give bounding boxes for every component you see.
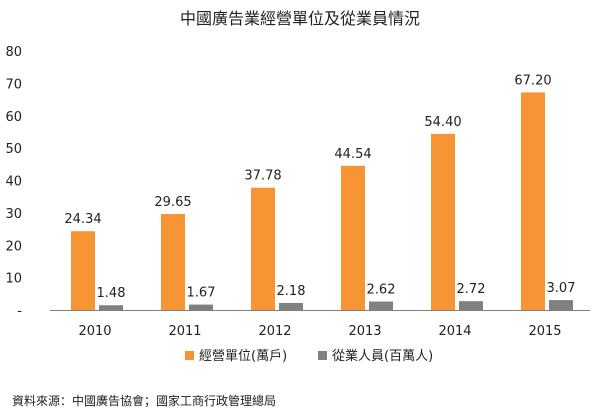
data-label-units: 54.40 (424, 115, 461, 130)
data-label-employees: 1.48 (97, 286, 126, 301)
y-tick-label: 80 (5, 45, 22, 60)
x-tick-label: 2012 (258, 324, 291, 339)
legend-swatch (185, 351, 194, 360)
legend: 經營單位(萬戶) 從業人員(百萬人) (185, 348, 433, 364)
x-tick-label: 2010 (78, 324, 111, 339)
x-tick-label: 2011 (168, 324, 201, 339)
y-tick-label: 10 (5, 272, 22, 287)
y-axis: - 10 20 30 40 50 60 70 80 (5, 45, 22, 319)
x-tick-label: 2015 (528, 324, 561, 339)
bar-employees-2011 (189, 304, 213, 310)
data-label-employees: 1.67 (187, 286, 216, 301)
source-note: 資料來源：中國廣告協會；國家工商行政管理總局 (12, 394, 277, 408)
chart-title: 中國廣告業經營單位及從業員情況 (180, 9, 420, 28)
data-label-employees: 2.62 (367, 283, 396, 298)
legend-label: 從業人員(百萬人) (332, 348, 433, 364)
y-tick-label: 30 (5, 207, 22, 222)
bar-units-2013 (341, 165, 365, 310)
y-tick-label: 70 (5, 77, 22, 92)
data-label-employees: 2.72 (457, 282, 486, 297)
bar-units-2012 (251, 187, 275, 310)
x-tick-label: 2013 (348, 324, 381, 339)
bar-employees-2010 (99, 305, 123, 310)
data-label-units: 24.34 (64, 212, 101, 227)
data-label-units: 67.20 (514, 73, 551, 88)
bar-units-2015 (521, 92, 545, 310)
x-tick-label: 2014 (438, 324, 471, 339)
data-label-units: 29.65 (154, 195, 191, 210)
data-label-employees: 2.18 (277, 284, 306, 299)
bar-employees-2013 (369, 301, 393, 310)
bars: 24.34 29.65 37.78 44.54 54.40 67.20 1.48 1.67 2.… (64, 73, 575, 310)
data-label-units: 44.54 (334, 147, 371, 162)
y-tick-label: 20 (5, 239, 22, 254)
legend-label: 經營單位(萬戶) (199, 349, 287, 364)
x-axis: 2010 2011 2012 2013 2014 2015 (78, 324, 561, 339)
bar-employees-2014 (459, 301, 483, 310)
legend-swatch (318, 351, 327, 360)
bar-units-2014 (431, 133, 455, 310)
bar-units-2011 (161, 214, 185, 310)
y-tick-label: 40 (5, 175, 22, 190)
y-tick-label: 60 (5, 110, 22, 125)
bar-units-2010 (71, 231, 95, 310)
y-tick-label: - (17, 304, 22, 319)
data-label-employees: 3.07 (547, 281, 576, 296)
data-label-units: 37.78 (244, 169, 281, 184)
bar-employees-2015 (549, 300, 573, 310)
y-tick-label: 50 (5, 142, 22, 157)
bar-employees-2012 (279, 302, 303, 310)
